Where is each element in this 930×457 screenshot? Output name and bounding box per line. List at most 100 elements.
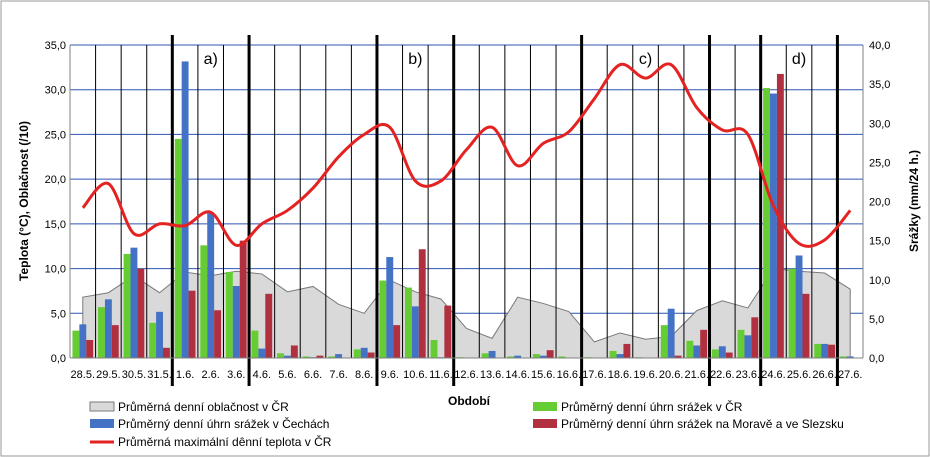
- y-tick-right: 20,0: [869, 197, 890, 209]
- legend-label: Průměrný denní úhrn srážek v ČR: [561, 399, 743, 414]
- bar-3: [700, 329, 708, 358]
- x-tick: 3.6.: [227, 369, 245, 381]
- bar-3: [265, 293, 273, 358]
- period-label: b): [408, 51, 422, 68]
- bar-3: [444, 305, 452, 358]
- y-tick-right: 35,0: [869, 79, 890, 91]
- bar-3: [188, 290, 196, 358]
- y-tick-right: 25,0: [869, 157, 890, 169]
- bar-2: [770, 93, 777, 358]
- x-tick: 1.6.: [176, 369, 194, 381]
- bar-2: [488, 350, 496, 358]
- bar-1: [200, 245, 208, 358]
- x-tick: 17.6.: [582, 369, 606, 381]
- bar-2: [616, 354, 624, 358]
- bar-3: [111, 325, 119, 358]
- bars: [72, 61, 854, 359]
- legend-label: Průměrná maximální dênní teplota v ČR: [118, 434, 332, 449]
- bar-1: [379, 280, 387, 358]
- bar-3: [828, 344, 835, 358]
- y-tick-left: 5,0: [51, 308, 66, 320]
- bar-2: [744, 335, 752, 358]
- bar-1: [328, 356, 336, 358]
- bar-1: [660, 325, 668, 358]
- x-tick: 9.6.: [381, 369, 399, 381]
- x-axis-title: Období: [448, 394, 491, 408]
- bar-3: [239, 240, 247, 358]
- x-tick: 30.5.: [122, 369, 146, 381]
- bar-2: [232, 286, 240, 358]
- bar-3: [725, 352, 733, 358]
- bar-1: [430, 340, 438, 358]
- x-tick: 19.6.: [633, 369, 657, 381]
- bar-2: [539, 355, 547, 358]
- bar-3: [290, 345, 298, 358]
- bar-1: [251, 330, 259, 358]
- x-tick: 24.6.: [761, 369, 785, 381]
- bar-2: [104, 299, 112, 358]
- x-tick: 11.6.: [429, 369, 453, 381]
- y-axis-right-title: Srážky (mm/24 h.): [907, 150, 921, 252]
- bar-2: [335, 354, 343, 358]
- y-tick-left: 10,0: [45, 264, 66, 276]
- bar-1: [353, 349, 361, 358]
- legend-swatch-area: [89, 401, 115, 412]
- period-label: c): [639, 51, 652, 68]
- bar-2: [130, 247, 138, 358]
- x-tick: 26.6.: [812, 369, 836, 381]
- x-tick: 31.5.: [147, 369, 171, 381]
- x-tick: 28.5.: [71, 369, 95, 381]
- bar-3: [623, 343, 631, 358]
- x-tick: 15.6.: [531, 369, 555, 381]
- y-axis-left-title: Teplota (°C), Oblačnost (/10): [17, 121, 31, 281]
- bar-2: [386, 257, 394, 358]
- bar-3: [162, 347, 170, 358]
- bar-3: [86, 340, 94, 358]
- bar-2: [795, 255, 803, 358]
- x-tick: 8.6.: [355, 369, 373, 381]
- bar-1: [507, 356, 515, 358]
- x-tick: 12.6.: [454, 369, 478, 381]
- x-tick: 18.6.: [608, 369, 632, 381]
- bar-1: [302, 356, 310, 358]
- legend-label: Průměrný denní úhrn srážek na Moravě a v…: [561, 417, 844, 431]
- x-tick: 2.6.: [202, 369, 220, 381]
- x-tick: 20.6.: [659, 369, 683, 381]
- x-tick: 21.6.: [684, 369, 708, 381]
- bar-3: [214, 310, 222, 358]
- bar-2: [846, 356, 854, 358]
- bar-3: [418, 249, 426, 358]
- x-tick: 4.6.: [253, 369, 271, 381]
- bar-2: [207, 213, 215, 358]
- bar-1: [72, 330, 80, 358]
- bar-3: [367, 352, 375, 358]
- bar-1: [609, 350, 617, 358]
- period-label: a): [204, 51, 218, 68]
- bar-1: [149, 322, 157, 358]
- bar-1: [711, 349, 719, 358]
- axis-titles: Období Teplota (°C), Oblačnost (/10) Srá…: [17, 121, 921, 408]
- x-tick: 6.6.: [304, 369, 322, 381]
- y-tick-right: 0,0: [869, 353, 884, 365]
- x-tick: 22.6.: [710, 369, 734, 381]
- day-separators: [95, 35, 839, 386]
- bar-3: [674, 355, 682, 358]
- legend-label: Průměrná denní oblačnost v ČR: [118, 399, 289, 414]
- bar-2: [667, 308, 675, 358]
- bar-1: [558, 356, 566, 358]
- bar-1: [123, 253, 131, 358]
- bar-2: [258, 348, 266, 358]
- y-tick-left: 35,0: [45, 40, 66, 52]
- bar-1: [839, 356, 847, 358]
- bar-2: [360, 347, 368, 358]
- bar-1: [225, 271, 233, 358]
- bar-3: [546, 350, 554, 358]
- bar-3: [393, 325, 401, 358]
- bar-1: [98, 307, 105, 358]
- bar-1: [788, 268, 796, 358]
- bar-1: [737, 329, 745, 358]
- bar-3: [137, 268, 145, 358]
- bar-1: [174, 138, 182, 358]
